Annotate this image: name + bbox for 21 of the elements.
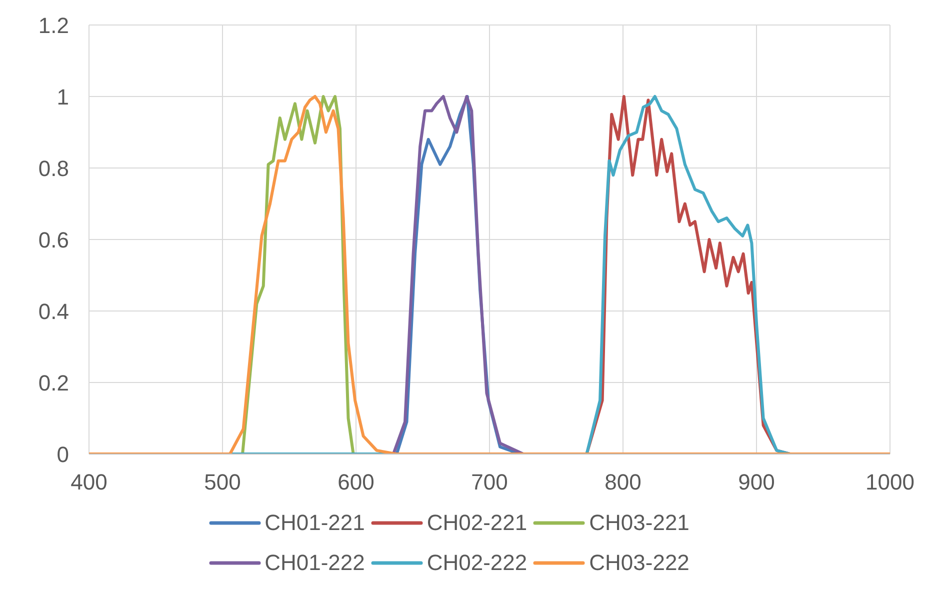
x-tick-label: 500 bbox=[204, 470, 241, 495]
y-tick-label: 0 bbox=[56, 442, 69, 467]
x-tick-label: 800 bbox=[604, 470, 642, 495]
x-tick-label: 600 bbox=[338, 470, 374, 495]
x-tick-label: 1000 bbox=[866, 470, 914, 495]
x-tick-label: 400 bbox=[70, 470, 108, 495]
x-tick-label: 700 bbox=[471, 470, 508, 495]
y-tick-label: 0.4 bbox=[38, 298, 69, 324]
legend-label: CH03-221 bbox=[589, 510, 690, 536]
y-tick-label: 0.2 bbox=[38, 370, 69, 396]
x-tick-label: 900 bbox=[738, 470, 775, 495]
y-tick-label: 1.2 bbox=[38, 12, 69, 38]
y-tick-label: 0.6 bbox=[38, 227, 69, 252]
line-series bbox=[89, 95, 890, 454]
legend-label: CH01-221 bbox=[264, 510, 365, 536]
y-tick-label: 0.8 bbox=[38, 156, 69, 181]
legend-label: CH02-222 bbox=[426, 550, 528, 576]
legend-label: CH02-221 bbox=[426, 510, 528, 536]
legend-label: CH03-222 bbox=[589, 550, 690, 576]
y-tick-label: 1 bbox=[56, 84, 69, 110]
legend-label: CH01-222 bbox=[264, 550, 365, 576]
